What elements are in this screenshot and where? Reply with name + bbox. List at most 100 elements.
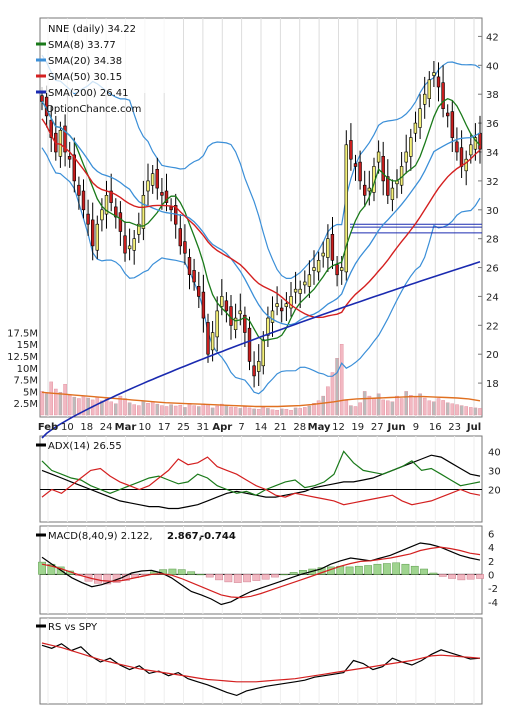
candle-body <box>252 365 256 377</box>
volume-bar <box>395 395 399 416</box>
volume-bar <box>164 406 169 416</box>
price-legend: NNE (daily) 34.22 SMA(8) 33.77 SMA(20) 3… <box>36 19 171 115</box>
macd-histogram-bar <box>168 568 177 575</box>
volume-bar <box>307 405 312 416</box>
macd-histogram-bar <box>38 561 46 575</box>
volume-bar <box>427 400 432 416</box>
volume-bar <box>349 405 353 416</box>
x-tick-label: Apr <box>212 422 232 433</box>
volume-bar <box>155 403 160 416</box>
candle-body <box>183 241 187 254</box>
volume-bar <box>469 407 473 416</box>
volume-ma-line <box>41 391 481 408</box>
candle-body <box>109 190 113 203</box>
x-tick-label: 19 <box>351 422 364 433</box>
macd-signal-value: 2.867, <box>167 531 202 542</box>
macd-histogram-bar <box>289 572 298 575</box>
x-tick-label: 21 <box>274 422 287 433</box>
candle-body <box>266 317 270 336</box>
volume-bar <box>459 405 464 416</box>
x-tick-label: Jul <box>466 422 481 433</box>
macd-histogram-bar <box>457 574 466 581</box>
volume-bar <box>432 401 436 416</box>
volume-bar <box>146 403 150 416</box>
volume-ytick: 10M <box>17 364 38 375</box>
volume-bar <box>312 403 316 416</box>
volume-bar <box>160 405 164 416</box>
volume-bar <box>413 396 418 416</box>
candle-body <box>160 192 164 196</box>
candle-body <box>381 156 385 182</box>
candle-body <box>215 310 219 338</box>
candle-body <box>312 267 316 271</box>
macd-histogram-bar <box>196 574 205 576</box>
candle-body <box>220 296 224 307</box>
candle-body <box>132 238 136 251</box>
candle-body <box>455 141 459 153</box>
macd-ytick: 4 <box>488 543 494 554</box>
volume-bar <box>63 384 67 416</box>
candle-body <box>316 259 321 273</box>
volume-bar <box>206 404 210 416</box>
legend-sma20: SMA(20) 34.38 <box>48 56 122 67</box>
x-tick-label: Jun <box>387 422 406 433</box>
macd-histogram-bar <box>280 574 289 576</box>
candle-body <box>233 317 238 331</box>
volume-bar <box>77 398 81 416</box>
x-tick-label: 12 <box>332 422 345 433</box>
x-tick-label: 9 <box>413 422 419 433</box>
candle-body <box>178 228 182 247</box>
volume-bar <box>201 403 206 416</box>
candle-body <box>114 206 118 218</box>
volume-bar <box>49 381 53 416</box>
candle-body <box>238 310 242 315</box>
macd-histogram-bar <box>466 574 475 580</box>
candle-body <box>441 82 445 109</box>
candle-body <box>127 245 132 250</box>
candle-body <box>307 274 312 287</box>
price-ytick: 18 <box>486 379 499 390</box>
volume-bar <box>44 393 49 416</box>
rs-label: RS vs SPY <box>48 622 98 633</box>
candle-body <box>137 223 141 235</box>
volume-bar <box>358 402 362 416</box>
candle-body <box>192 270 196 283</box>
sma8-line <box>41 97 481 342</box>
volume-bar <box>247 407 252 416</box>
x-tick-label: 17 <box>158 422 171 433</box>
macd-histogram-bar <box>215 574 223 581</box>
volume-bar <box>445 402 450 416</box>
x-tick-label: 18 <box>80 422 93 433</box>
volume-bar <box>141 400 146 416</box>
x-tick-label: 24 <box>100 422 113 433</box>
volume-bar <box>321 395 326 416</box>
candle-body <box>118 212 123 232</box>
candle-body <box>123 235 127 254</box>
volume-bar <box>339 344 344 416</box>
macd-histogram-bar <box>345 566 354 575</box>
macd-histogram-bar <box>476 574 484 579</box>
adx-series-adx <box>41 454 481 510</box>
volume-bar <box>335 358 339 416</box>
volume-bar <box>67 395 72 416</box>
candle-body <box>473 137 478 150</box>
rs-series-rsma <box>41 642 481 683</box>
volume-bar <box>183 407 187 416</box>
macd-histogram-bar <box>438 574 447 577</box>
price-ytick: 28 <box>486 235 499 246</box>
volume-bar <box>418 393 422 416</box>
volume-bar <box>376 393 381 416</box>
volume-bar <box>289 410 293 416</box>
adx-ytick: 20 <box>488 486 501 497</box>
volume-ytick: 5M <box>23 387 38 398</box>
candle-body <box>210 332 215 351</box>
macd-histogram-bar <box>261 574 270 580</box>
macd-histogram-bar <box>420 568 428 575</box>
x-tick-label: May <box>308 422 331 433</box>
macd-histogram-bar <box>448 574 456 579</box>
volume-bar <box>150 401 155 416</box>
macd-histogram-bar <box>224 574 233 583</box>
bollinger-lower <box>41 147 481 395</box>
volume-bar <box>399 398 404 416</box>
